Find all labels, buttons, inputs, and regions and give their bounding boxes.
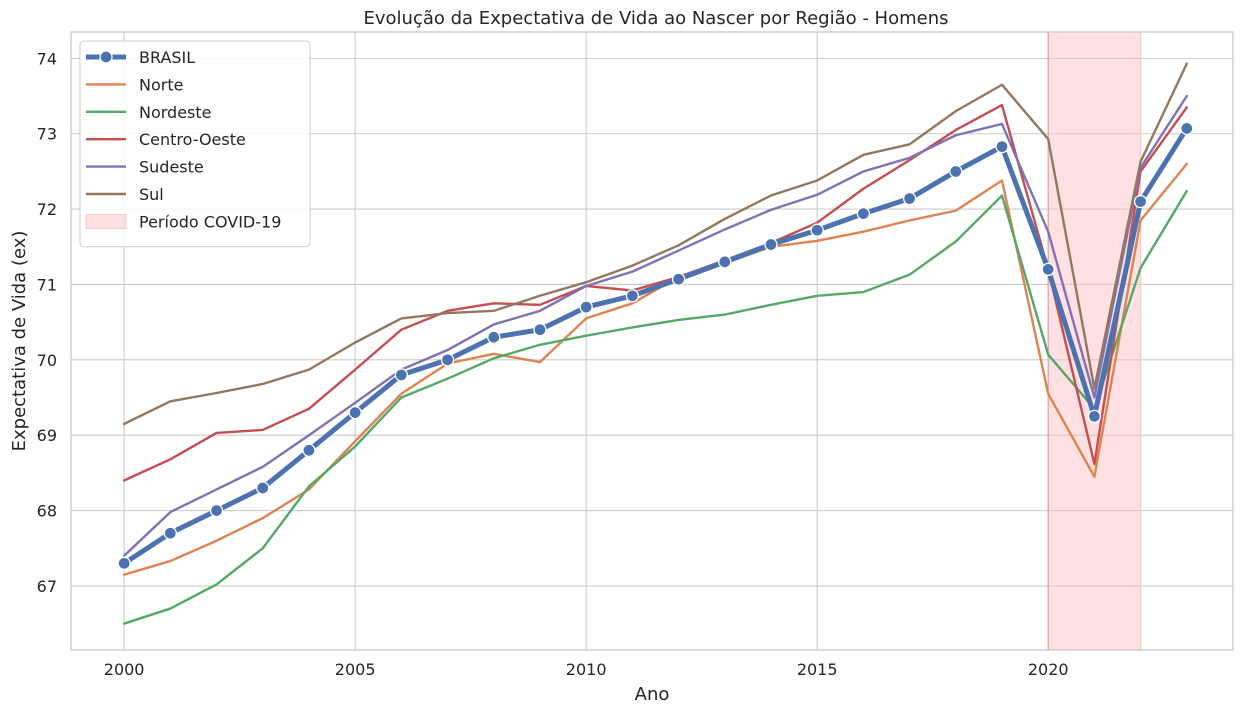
y-tick-label: 67 <box>37 577 57 596</box>
series-centro-oeste <box>122 103 1189 482</box>
x-tick-label: 2020 <box>1028 660 1069 679</box>
data-point-brasil <box>302 443 316 457</box>
x-axis-ticks: 2000 2005 2010 2015 2020 <box>104 660 1069 679</box>
data-point-brasil <box>764 237 778 252</box>
data-point-brasil <box>625 289 640 303</box>
series-line-nordeste <box>122 189 1189 625</box>
data-point-brasil <box>1180 121 1194 136</box>
data-point-brasil <box>163 526 177 540</box>
data-point-brasil <box>810 223 824 237</box>
y-tick-label: 70 <box>37 351 57 370</box>
data-point-brasil <box>117 556 131 570</box>
data-point-brasil <box>440 353 455 367</box>
x-tick-label: 2005 <box>335 660 376 679</box>
data-point-brasil <box>1041 262 1055 277</box>
y-tick-label: 73 <box>37 125 57 144</box>
x-tick-label: 2000 <box>104 660 145 679</box>
legend-label: Norte <box>139 75 183 94</box>
data-point-brasil <box>348 405 362 420</box>
covid-period-band <box>1048 32 1141 650</box>
x-tick-label: 2010 <box>566 660 607 679</box>
y-axis-label: Expectativa de Vida (ex) <box>9 231 30 452</box>
series-line-sul <box>122 62 1189 426</box>
plot-frame <box>70 31 1234 651</box>
series-line-sudeste <box>122 94 1189 557</box>
data-point-brasil <box>995 139 1009 154</box>
legend-box <box>79 40 311 248</box>
data-point-brasil <box>579 300 593 314</box>
data-point-brasil <box>209 503 224 518</box>
legend-item-sul: Sul <box>86 185 164 204</box>
legend-item-nordeste: Nordeste <box>86 103 212 122</box>
series-sul <box>122 62 1189 426</box>
x-tick-label: 2015 <box>797 660 838 679</box>
series-layer <box>117 62 1194 625</box>
covid-band-layer <box>1047 32 1142 650</box>
legend-item-covid: Período COVID-19 <box>85 212 281 231</box>
legend-label: Período COVID-19 <box>139 212 281 231</box>
data-point-brasil <box>256 481 270 495</box>
legend-item-sudeste: Sudeste <box>86 158 204 177</box>
chart-title: Evolução da Expectativa de Vida ao Nasce… <box>364 8 949 29</box>
data-point-brasil <box>394 368 408 382</box>
legend-label: Sudeste <box>139 158 204 177</box>
data-point-brasil <box>1087 409 1102 424</box>
x-axis-label: Ano <box>635 684 670 705</box>
legend-item-norte: Norte <box>86 75 183 94</box>
series-sudeste <box>122 94 1189 557</box>
legend-marker <box>99 50 113 64</box>
y-tick-label: 74 <box>37 49 57 68</box>
data-point-brasil <box>487 330 501 344</box>
legend-item-centro-oeste: Centro-Oeste <box>86 130 246 149</box>
legend-label: Nordeste <box>139 103 212 122</box>
y-tick-label: 69 <box>37 426 57 445</box>
legend-label: BRASIL <box>139 48 195 67</box>
series-line-centro-oeste <box>122 103 1189 482</box>
data-point-brasil <box>856 206 871 221</box>
data-point-brasil <box>533 323 547 337</box>
data-point-brasil <box>671 272 686 286</box>
y-tick-label: 71 <box>37 275 57 294</box>
legend-item-brasil: BRASIL <box>86 48 195 67</box>
series-nordeste <box>122 189 1189 625</box>
legend-swatch <box>85 213 127 229</box>
legend-label: Sul <box>139 185 164 204</box>
y-tick-label: 72 <box>37 200 57 219</box>
data-point-brasil <box>1133 194 1148 209</box>
legend-label: Centro-Oeste <box>139 130 246 149</box>
data-point-brasil <box>718 255 732 269</box>
data-point-brasil <box>949 164 963 179</box>
legend: BRASIL Norte Nordeste Centro-Oeste Sudeste Su… <box>79 40 311 248</box>
data-point-brasil <box>902 191 917 206</box>
y-axis-ticks: 67 68 69 70 71 72 73 74 <box>37 49 57 596</box>
series-line-brasil <box>121 125 1190 566</box>
series-brasil <box>117 121 1194 570</box>
y-tick-label: 68 <box>37 502 57 521</box>
